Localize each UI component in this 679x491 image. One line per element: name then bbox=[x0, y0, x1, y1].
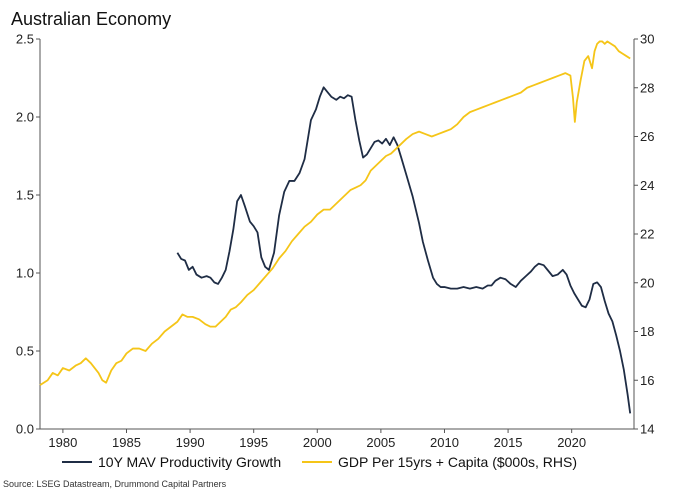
right-axis-tick-label: 28 bbox=[640, 80, 654, 95]
x-axis-tick-label: 1995 bbox=[239, 435, 268, 450]
axes-layer: 0.0 0.5 1.0 1.5 2.0 2.5 14 16 18 20 22 24 26 28 30 1980… bbox=[16, 32, 655, 451]
x-axis-tick-label: 2000 bbox=[303, 435, 332, 450]
left-axis-tick-label: 2.0 bbox=[16, 110, 34, 125]
right-axis-tick-label: 14 bbox=[640, 422, 654, 437]
x-axis-tick-label: 1985 bbox=[112, 435, 141, 450]
left-axis-tick-label: 0.0 bbox=[16, 422, 34, 437]
chart-source: Source: LSEG Datastream, Drummond Capita… bbox=[3, 479, 227, 489]
legend: 10Y MAV Productivity Growth GDP Per 15yrs… bbox=[62, 454, 577, 470]
right-axis-tick-label: 20 bbox=[640, 275, 654, 290]
x-axis-tick-label: 2005 bbox=[366, 435, 395, 450]
right-axis-tick-label: 24 bbox=[640, 178, 654, 193]
x-axis-tick-label: 1990 bbox=[176, 435, 205, 450]
x-axis-tick-label: 2010 bbox=[430, 435, 459, 450]
right-axis-tick-label: 16 bbox=[640, 373, 654, 388]
series-line-gdp-per-capita bbox=[39, 40, 631, 386]
right-axis-tick-label: 18 bbox=[640, 324, 654, 339]
right-axis-tick-label: 26 bbox=[640, 129, 654, 144]
right-axis-tick-label: 30 bbox=[640, 32, 654, 47]
left-axis-tick-label: 2.5 bbox=[16, 32, 34, 47]
left-axis-tick-label: 1.5 bbox=[16, 188, 34, 203]
x-axis-tick-label: 1980 bbox=[48, 435, 77, 450]
x-axis-tick-label: 2020 bbox=[557, 435, 586, 450]
chart-title: Australian Economy bbox=[11, 9, 171, 29]
series-line-productivity-growth bbox=[176, 86, 632, 414]
left-axis-tick-label: 1.0 bbox=[16, 266, 34, 281]
legend-label-productivity-growth: 10Y MAV Productivity Growth bbox=[98, 454, 281, 470]
left-axis-tick-label: 0.5 bbox=[16, 344, 34, 359]
series-layer bbox=[39, 40, 632, 414]
x-axis-tick-label: 2015 bbox=[494, 435, 523, 450]
legend-label-gdp-per-capita: GDP Per 15yrs + Capita ($000s, RHS) bbox=[338, 454, 577, 470]
right-axis-tick-label: 22 bbox=[640, 227, 654, 242]
